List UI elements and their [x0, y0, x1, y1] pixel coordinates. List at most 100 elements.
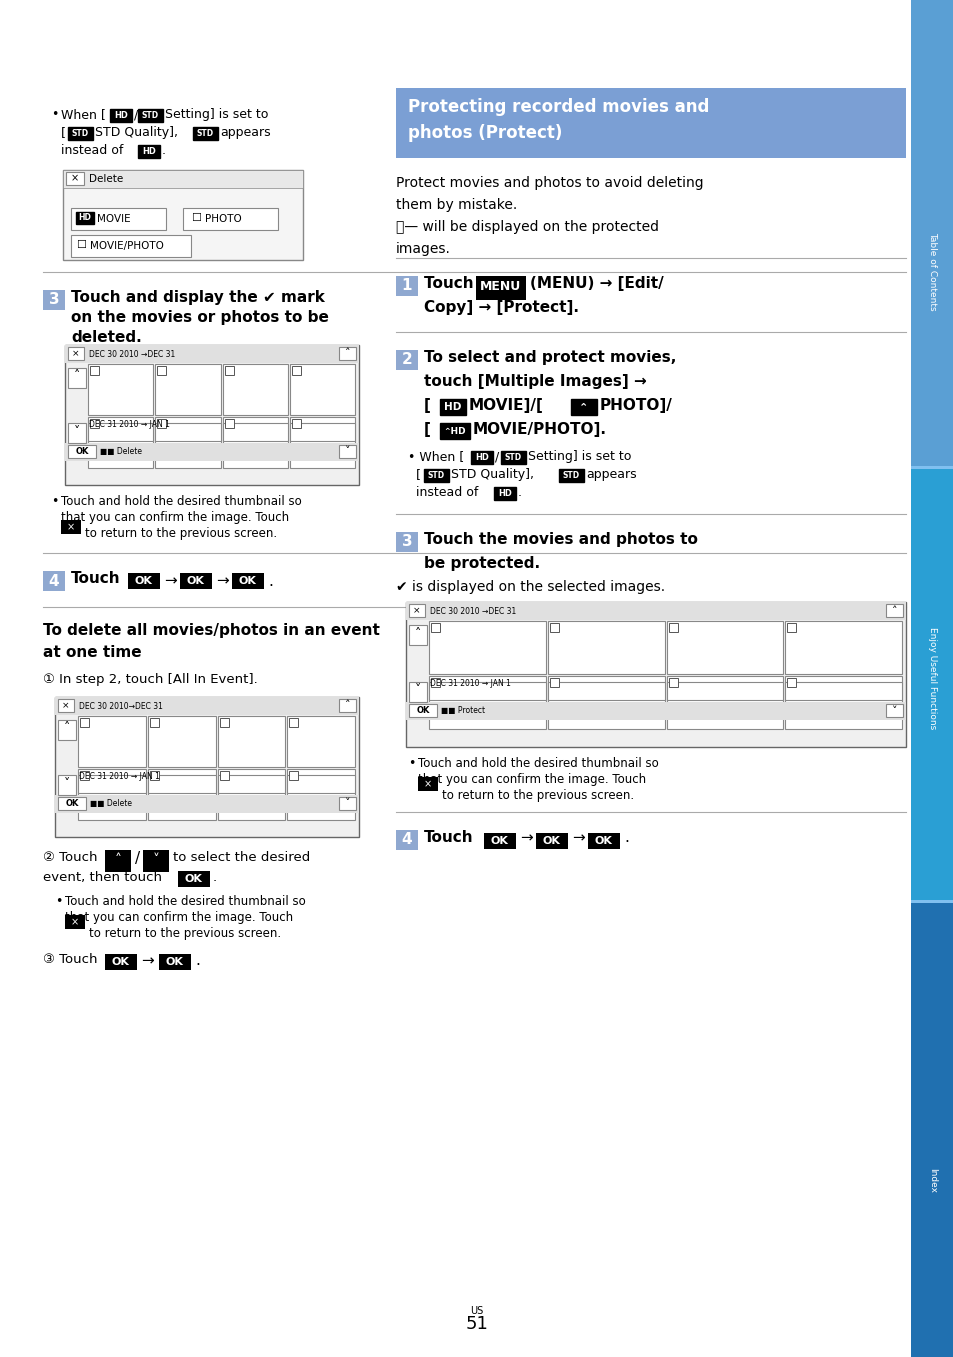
Text: that you can confirm the image. Touch: that you can confirm the image. Touch: [61, 512, 289, 524]
Bar: [339, 797, 355, 810]
Bar: [395, 830, 417, 849]
Bar: [910, 902, 953, 1357]
Bar: [58, 721, 76, 740]
Bar: [65, 345, 359, 364]
Text: Touch: Touch: [423, 830, 473, 845]
Bar: [668, 678, 677, 687]
Bar: [112, 110, 131, 121]
Bar: [910, 901, 953, 904]
Bar: [786, 623, 796, 632]
Text: ˅: ˅: [345, 798, 351, 809]
Bar: [58, 797, 86, 810]
Bar: [290, 364, 355, 415]
Text: STD: STD: [71, 129, 89, 138]
Text: ˄: ˄: [64, 722, 70, 734]
Bar: [219, 718, 229, 727]
Bar: [287, 775, 355, 792]
Bar: [65, 915, 85, 930]
Text: ˄: ˄: [114, 854, 121, 867]
Text: Protect movies and photos to avoid deleting: Protect movies and photos to avoid delet…: [395, 176, 702, 190]
Bar: [476, 275, 525, 300]
Text: To select and protect movies,: To select and protect movies,: [423, 350, 676, 365]
Bar: [666, 622, 782, 674]
Bar: [536, 833, 567, 849]
Text: be protected.: be protected.: [423, 556, 539, 571]
Bar: [68, 128, 92, 140]
Text: .: .: [623, 830, 628, 845]
Bar: [159, 954, 191, 970]
Text: ˄: ˄: [73, 369, 80, 383]
Bar: [88, 417, 153, 468]
Text: OK: OK: [166, 957, 184, 968]
Text: event, then touch: event, then touch: [43, 871, 162, 883]
Text: ☐: ☐: [191, 213, 201, 223]
Bar: [409, 704, 436, 716]
Bar: [219, 771, 229, 780]
Bar: [666, 683, 782, 700]
Text: STD: STD: [142, 111, 159, 119]
Text: MENU: MENU: [479, 281, 521, 293]
Text: ×: ×: [72, 349, 80, 358]
Bar: [139, 147, 158, 156]
Text: STD Quality],: STD Quality],: [451, 468, 534, 480]
Bar: [157, 366, 166, 375]
Bar: [90, 419, 99, 427]
Text: ■■ Delete: ■■ Delete: [100, 446, 142, 456]
Text: OK: OK: [187, 575, 205, 586]
Text: →: →: [215, 574, 229, 589]
Text: STD: STD: [427, 471, 444, 480]
Text: Setting] is set to: Setting] is set to: [165, 109, 268, 121]
Text: [: [: [416, 468, 420, 480]
Bar: [68, 368, 86, 388]
Bar: [431, 678, 439, 687]
Text: images.: images.: [395, 242, 451, 256]
Text: 3: 3: [49, 293, 59, 308]
Text: Touch: Touch: [423, 275, 478, 290]
Text: ˅: ˅: [152, 854, 159, 867]
Bar: [61, 520, 81, 535]
Text: .: .: [162, 144, 166, 157]
Text: DEC 31 2010 → JAN 1: DEC 31 2010 → JAN 1: [89, 421, 170, 429]
Bar: [395, 532, 417, 552]
Bar: [784, 676, 902, 729]
Bar: [429, 683, 545, 700]
Bar: [71, 208, 166, 229]
Text: /​: /​: [133, 109, 138, 121]
Text: STD Quality],: STD Quality],: [95, 126, 178, 138]
Text: OK: OK: [112, 957, 130, 968]
Bar: [78, 775, 146, 792]
Text: ■■ Delete: ■■ Delete: [90, 799, 132, 807]
Bar: [429, 622, 545, 674]
Text: OK: OK: [135, 575, 152, 586]
Bar: [66, 172, 84, 185]
Text: OK: OK: [239, 575, 256, 586]
Text: ×: ×: [71, 917, 79, 927]
Text: 51: 51: [465, 1315, 488, 1333]
Bar: [339, 347, 355, 360]
Bar: [885, 704, 902, 716]
Bar: [224, 419, 233, 427]
Bar: [80, 771, 89, 780]
Text: Table of Contents: Table of Contents: [927, 232, 936, 311]
Text: Copy] → [Protect].: Copy] → [Protect].: [423, 300, 578, 315]
Bar: [90, 366, 99, 375]
Text: US: US: [470, 1307, 483, 1316]
Bar: [88, 423, 153, 441]
Text: •: •: [51, 495, 58, 508]
Bar: [68, 445, 96, 459]
Bar: [287, 716, 355, 767]
Bar: [77, 213, 92, 223]
Bar: [148, 769, 215, 820]
Bar: [549, 623, 558, 632]
Text: ˅: ˅: [891, 706, 897, 715]
Text: .: .: [194, 953, 199, 968]
Bar: [55, 697, 359, 837]
Bar: [289, 718, 298, 727]
Text: touch [Multiple Images] →: touch [Multiple Images] →: [423, 375, 646, 389]
Text: [: [: [423, 422, 431, 437]
Text: that you can confirm the image. Touch: that you can confirm the image. Touch: [65, 911, 293, 924]
Bar: [157, 419, 166, 427]
Bar: [547, 622, 664, 674]
Text: OK: OK: [185, 874, 203, 883]
Text: ⌃HD: ⌃HD: [443, 426, 466, 436]
